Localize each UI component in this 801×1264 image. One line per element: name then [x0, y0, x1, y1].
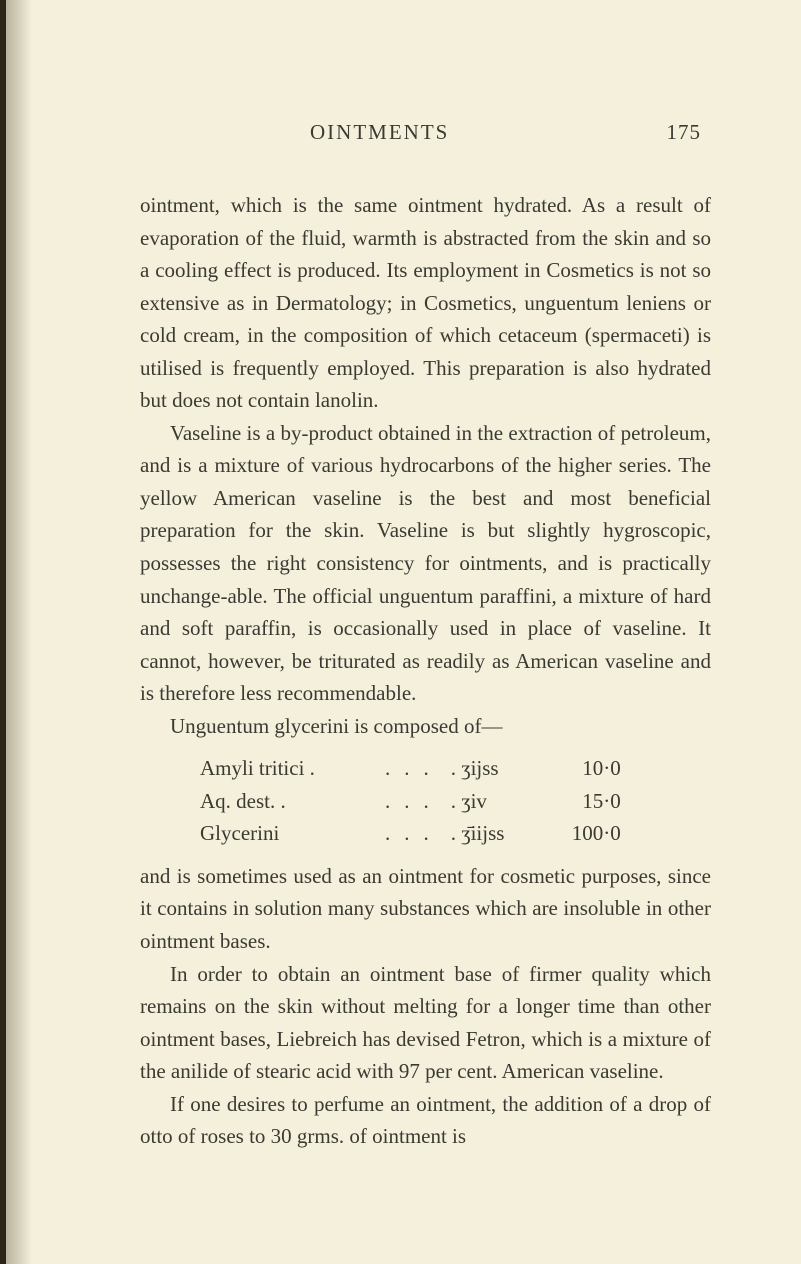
composition-table: Amyli tritici . ... . ʒijss 10·0 Aq. des… [200, 752, 711, 850]
table-label: Aq. dest. . [200, 785, 385, 818]
table-row: Amyli tritici . ... . ʒijss 10·0 [200, 752, 711, 785]
paragraph-3: Unguentum glycerini is composed of— [140, 710, 711, 743]
table-measure: . ʒijss [451, 752, 531, 785]
table-dots: ... [385, 752, 451, 785]
table-measure: . ʒ̄iijss [451, 817, 531, 850]
table-dots: ... [385, 785, 451, 818]
spine-dark-edge [0, 0, 6, 1264]
page-content: OINTMENTS 175 ointment, which is the sam… [0, 0, 801, 1233]
paragraph-5: In order to obtain an ointment base of f… [140, 958, 711, 1088]
paragraph-1: ointment, which is the same ointment hyd… [140, 189, 711, 417]
table-value: 15·0 [531, 785, 621, 818]
body-text: ointment, which is the same ointment hyd… [140, 189, 711, 1153]
table-measure: . ʒiv [451, 785, 531, 818]
table-row: Aq. dest. . ... . ʒiv 15·0 [200, 785, 711, 818]
table-row: Glycerini ... . ʒ̄iijss 100·0 [200, 817, 711, 850]
page-number: 175 [667, 120, 702, 145]
paragraph-4: and is sometimes used as an ointment for… [140, 860, 711, 958]
page-header: OINTMENTS 175 [140, 120, 711, 145]
paragraph-6: If one desires to perfume an ointment, t… [140, 1088, 711, 1153]
header-title: OINTMENTS [310, 120, 449, 145]
table-label: Amyli tritici . [200, 752, 385, 785]
table-dots: ... [385, 817, 451, 850]
paragraph-2: Vaseline is a by-product obtained in the… [140, 417, 711, 710]
table-value: 10·0 [531, 752, 621, 785]
table-value: 100·0 [531, 817, 621, 850]
table-label: Glycerini [200, 817, 385, 850]
